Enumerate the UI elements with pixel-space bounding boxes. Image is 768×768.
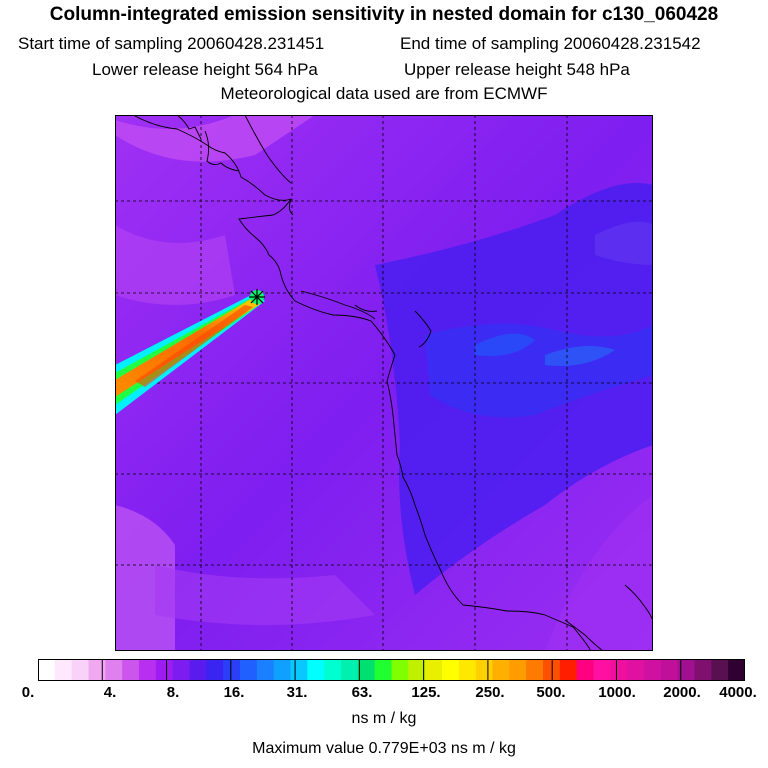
colorbar-cell	[475, 659, 494, 681]
colorbar-cell	[341, 659, 359, 681]
map-frame	[115, 115, 653, 651]
colorbar-tick-label: 63.	[351, 684, 373, 701]
colorbar-cell	[509, 659, 527, 681]
colorbar-cell	[240, 659, 258, 681]
colorbar-cell	[660, 659, 679, 681]
colorbar-cell	[206, 659, 224, 681]
colorbar-cell	[711, 659, 729, 681]
upper-release-height: Upper release height 548 hPa	[404, 60, 630, 79]
sensitivity-field	[115, 115, 653, 651]
colorbar-cell	[71, 659, 90, 681]
colorbar-cell	[324, 659, 342, 681]
colorbar-cell	[189, 659, 207, 681]
colorbar-cell	[54, 659, 73, 681]
release-point-marker	[249, 289, 265, 305]
colorbar-cell	[458, 659, 477, 681]
colorbar-cell	[425, 659, 443, 681]
colorbar-tick-label: 500.	[536, 684, 566, 701]
colorbar-cell	[223, 659, 241, 681]
colorbar-cell	[391, 659, 409, 681]
colorbar-cell	[408, 659, 426, 681]
colorbar-cell	[122, 659, 140, 681]
sampling-end-time: End time of sampling 20060428.231542	[400, 34, 701, 53]
colorbar-cell	[172, 659, 191, 681]
emission-sensitivity-map	[115, 115, 653, 651]
colorbar-cell	[357, 659, 376, 681]
colorbar-cell	[88, 659, 106, 681]
maximum-value: Maximum value 0.779E+03 ns m / kg	[252, 740, 516, 757]
colorbar-tick-label: 0.	[21, 684, 35, 701]
colorbar-cell	[105, 659, 123, 681]
colorbar-cell	[644, 659, 662, 681]
colorbar-tick-label: 4.	[103, 684, 117, 701]
colorbar-tick-label: 16.	[223, 684, 245, 701]
grid-lines	[115, 115, 653, 651]
colorbar-cell	[694, 659, 712, 681]
colorbar-tick-label: 31.	[286, 684, 308, 701]
emission-plume	[115, 290, 265, 415]
colorbar-cell	[38, 659, 56, 681]
colorbar-cell	[610, 659, 628, 681]
colorbar-cell	[139, 659, 157, 681]
colorbar-cell	[677, 659, 696, 681]
coastlines	[132, 115, 653, 651]
colorbar-cell	[526, 659, 544, 681]
colorbar-tick-label: 2000.	[663, 684, 701, 701]
colorbar-cell	[307, 659, 325, 681]
colorbar-cell	[576, 659, 595, 681]
colorbar-cell	[155, 659, 174, 681]
sampling-start-time: Start time of sampling 20060428.231451	[18, 34, 325, 53]
colorbar-cell	[728, 659, 745, 681]
colorbar-cell	[492, 659, 510, 681]
colorbar-tick-label: 4000.	[719, 684, 757, 701]
colorbar-cell	[627, 659, 645, 681]
colorbar-cell	[256, 659, 275, 681]
colorbar-cell	[374, 659, 393, 681]
colorbar-cell	[290, 659, 308, 681]
colorbar-cell	[559, 659, 578, 681]
colorbar-units: ns m / kg	[351, 710, 417, 727]
colorbar-tick-label: 250.	[475, 684, 505, 701]
plot-title: Column-integrated emission sensitivity i…	[49, 4, 719, 25]
colorbar	[38, 659, 745, 681]
colorbar-cell	[442, 659, 460, 681]
colorbar-cell	[273, 659, 292, 681]
colorbar-cell	[593, 659, 611, 681]
colorbar-tick-label: 125.	[411, 684, 441, 701]
colorbar-tick-label: 8.	[166, 684, 180, 701]
colorbar-tick-label: 1000.	[598, 684, 636, 701]
lower-release-height: Lower release height 564 hPa	[92, 60, 318, 79]
meteorological-data-source: Meteorological data used are from ECMWF	[220, 84, 548, 103]
